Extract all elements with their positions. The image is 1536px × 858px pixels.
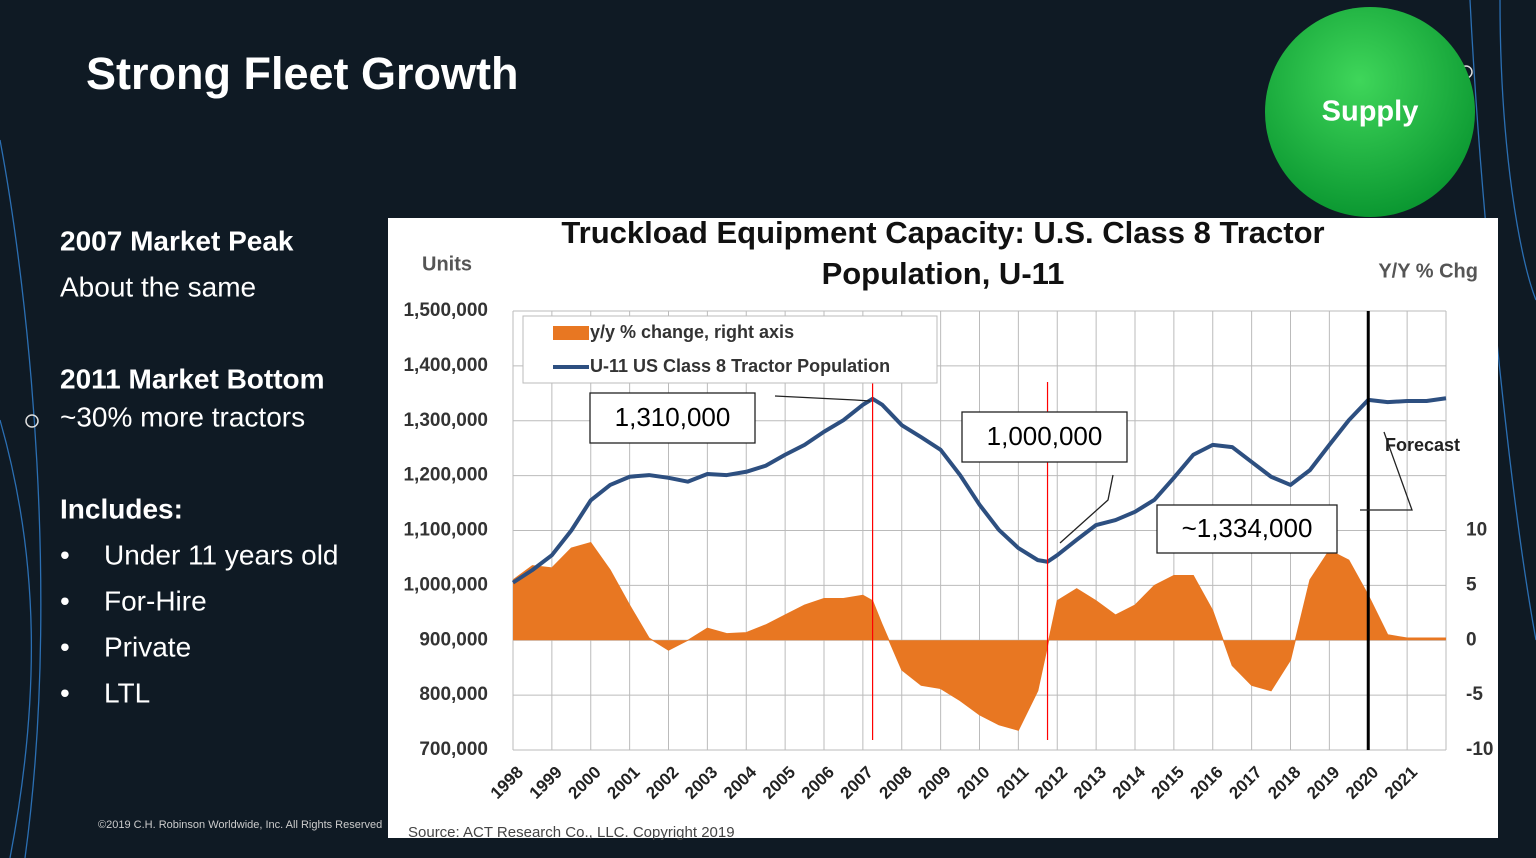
y-tick-label: 800,000 — [419, 684, 488, 705]
y-tick-label: 1,100,000 — [403, 520, 488, 541]
legend-swatch — [553, 326, 589, 340]
callout-connector — [1360, 431, 1413, 511]
area-fill — [513, 542, 1446, 731]
footer: ©2019 C.H. Robinson Worldwide, Inc. All … — [98, 819, 382, 831]
y-tick-label: 900,000 — [419, 629, 488, 650]
legend-label: y/y % change, right axis — [590, 322, 794, 342]
callout-box — [1156, 504, 1338, 554]
y2-tick-label: -10 — [1466, 739, 1493, 760]
callout-box — [961, 411, 1128, 463]
slide-title: Strong Fleet Growth — [86, 48, 519, 99]
callout-label: ~1,334,000 — [1182, 513, 1313, 543]
badge-label: Supply — [1322, 96, 1419, 128]
heading: 2007 Market Peak — [60, 225, 294, 256]
text: ~30% more tractors — [60, 401, 305, 432]
callout-box — [589, 392, 756, 444]
bullet: Under 11 years old — [104, 539, 339, 570]
bullet-dot: • — [60, 539, 70, 570]
y-tick-label: 1,200,000 — [403, 465, 488, 486]
text: About the same — [60, 271, 256, 302]
y2-tick-label: 0 — [1466, 629, 1477, 650]
y2-tick-label: 10 — [1466, 520, 1487, 541]
chart-title: Truckload Equipment Capacity: U.S. Class… — [561, 215, 1325, 291]
legend-box — [522, 315, 938, 384]
chart: 1998199920002001200220032004200520062007… — [403, 253, 1493, 841]
bullet-dot: • — [60, 677, 70, 708]
y-tick-label: 1,000,000 — [403, 574, 488, 595]
y-tick-label: 1,500,000 — [403, 300, 488, 321]
y-tick-label: 1,400,000 — [403, 355, 488, 376]
bullet: Private — [104, 631, 191, 662]
callout-connector — [1059, 474, 1114, 544]
y-tick-label: 700,000 — [419, 739, 488, 760]
heading: 2011 Market Bottom — [60, 363, 325, 394]
y2-tick-label: -5 — [1466, 684, 1483, 705]
y2-tick-label: 5 — [1466, 574, 1477, 595]
bullet: For-Hire — [104, 585, 207, 616]
y-axis-label: Units — [422, 253, 472, 275]
callout-connector — [774, 395, 871, 402]
decor-dot — [25, 414, 39, 428]
line — [511, 396, 1447, 585]
legend-label: U-11 US Class 8 Tractor Population — [590, 356, 890, 376]
bullet-dot: • — [60, 585, 70, 616]
y2-axis-label: Y/Y % Chg — [1378, 260, 1478, 282]
forecast-label: Forecast — [1385, 435, 1460, 455]
y-tick-label: 1,300,000 — [403, 410, 488, 431]
bullet-dot: • — [60, 631, 70, 662]
source: Source: ACT Research Co., LLC. Copyright… — [408, 824, 735, 841]
callout-label: 1,000,000 — [987, 421, 1103, 451]
callout-label: 1,310,000 — [615, 402, 731, 432]
badge — [1265, 7, 1475, 217]
bullet: LTL — [104, 677, 150, 708]
area-edge — [512, 541, 1446, 731]
heading: Includes: — [60, 493, 183, 524]
